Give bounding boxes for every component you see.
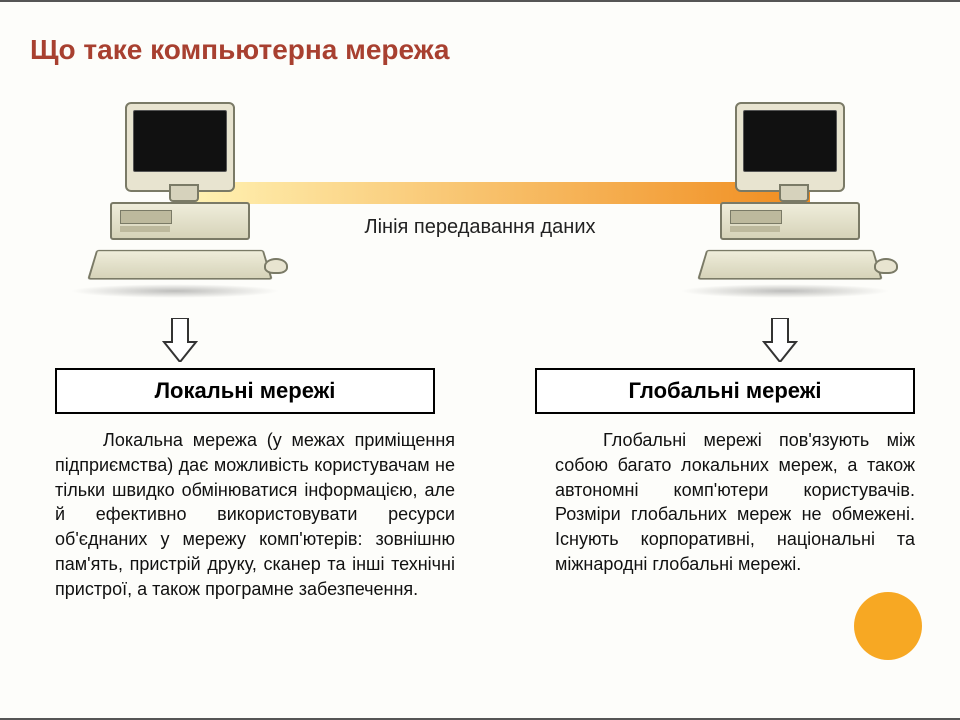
category-box-global: Глобальні мережі xyxy=(535,368,915,414)
transmission-line-label: Лінія передавання даних xyxy=(364,216,595,239)
category-label-global: Глобальні мережі xyxy=(629,378,822,404)
category-label-local: Локальні мережі xyxy=(155,378,336,404)
computer-left-icon xyxy=(70,102,280,302)
page-title: Що таке компьютерна мережа xyxy=(30,34,450,66)
description-local: Локальна мережа (у межах приміщення підп… xyxy=(55,428,455,602)
computer-right-icon xyxy=(680,102,890,302)
description-global: Глобальні мережі пов'язують між собою ба… xyxy=(555,428,915,577)
accent-circle xyxy=(854,592,922,660)
arrow-down-right-icon xyxy=(760,318,800,367)
arrow-down-left-icon xyxy=(160,318,200,367)
category-box-local: Локальні мережі xyxy=(55,368,435,414)
